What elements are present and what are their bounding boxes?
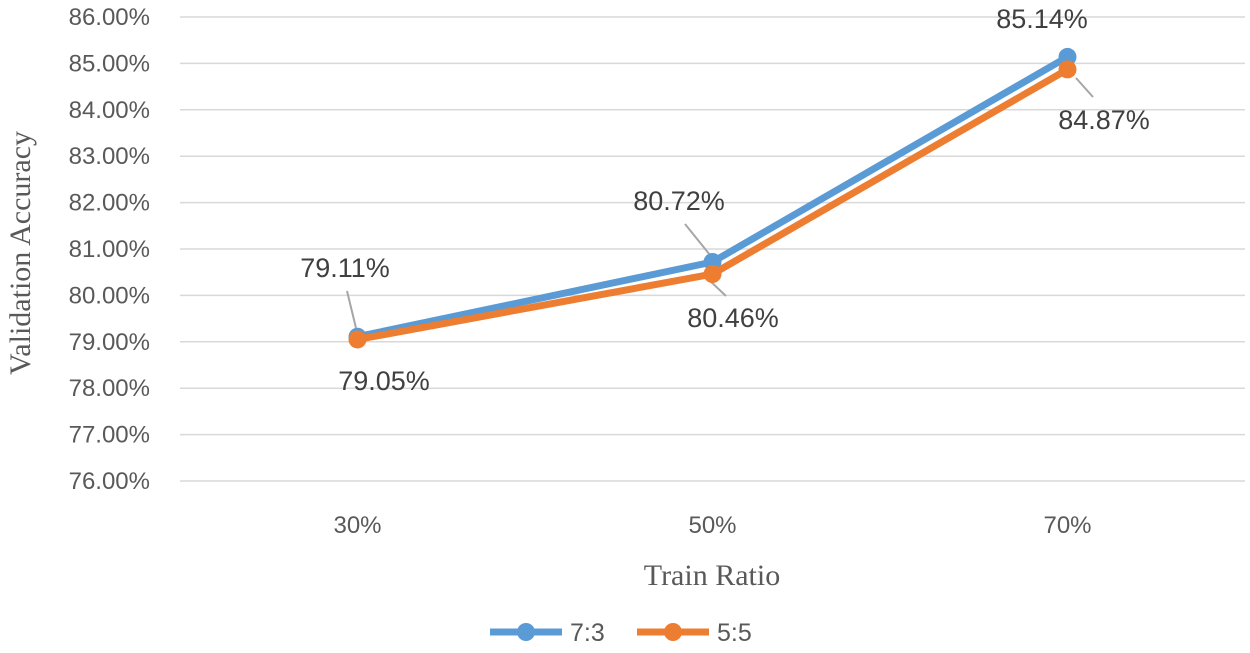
x-tick-label: 50% [688,512,736,539]
data-point [348,330,367,349]
legend-label: 7:3 [570,619,605,647]
leader-line [1075,77,1094,98]
y-tick-label: 85.00% [69,50,150,77]
legend-item: 5:5 [637,619,752,647]
grid-lines [180,16,1245,482]
series-lines [348,47,1077,349]
leader-line [684,223,711,256]
data-label: 80.72% [633,186,725,216]
data-point [1058,60,1077,79]
x-tick-label: 70% [1043,512,1091,539]
data-label: 84.87% [1058,105,1150,135]
y-tick-label: 81.00% [69,236,150,263]
y-tick-label: 83.00% [69,143,150,170]
legend-marker [517,623,535,641]
data-label: 79.05% [338,366,430,396]
legend: 7:3 5:5 [490,619,752,647]
legend-label: 5:5 [717,619,752,647]
data-labels: 79.11% 80.72% 85.14% 79.05% 80.46% 84.87% [300,4,1150,396]
data-point [1058,47,1077,66]
y-tick-label: 82.00% [69,190,150,217]
y-tick-label: 76.00% [69,468,150,495]
y-tick-label: 78.00% [69,375,150,402]
x-tick-label: 30% [333,512,381,539]
leader-line [346,290,357,329]
x-tick-labels: 30% 50% 70% [333,512,1091,539]
series-2 [348,60,1077,349]
y-tick-label: 84.00% [69,97,150,124]
y-tick-label: 80.00% [69,282,150,309]
y-tick-label: 79.00% [69,329,150,356]
data-label: 85.14% [996,4,1088,34]
y-axis-title: Validation Accuracy [4,131,37,375]
data-label: 80.46% [687,303,779,333]
x-axis-title: Train Ratio [644,559,780,592]
data-label: 79.11% [300,253,390,283]
y-tick-labels: 76.00% 77.00% 78.00% 79.00% 80.00% 81.00% 82.0… [69,4,150,495]
y-tick-label: 86.00% [69,4,150,31]
y-tick-label: 77.00% [69,422,150,449]
legend-marker [664,623,682,641]
data-point [703,265,722,284]
legend-item: 7:3 [490,619,605,647]
